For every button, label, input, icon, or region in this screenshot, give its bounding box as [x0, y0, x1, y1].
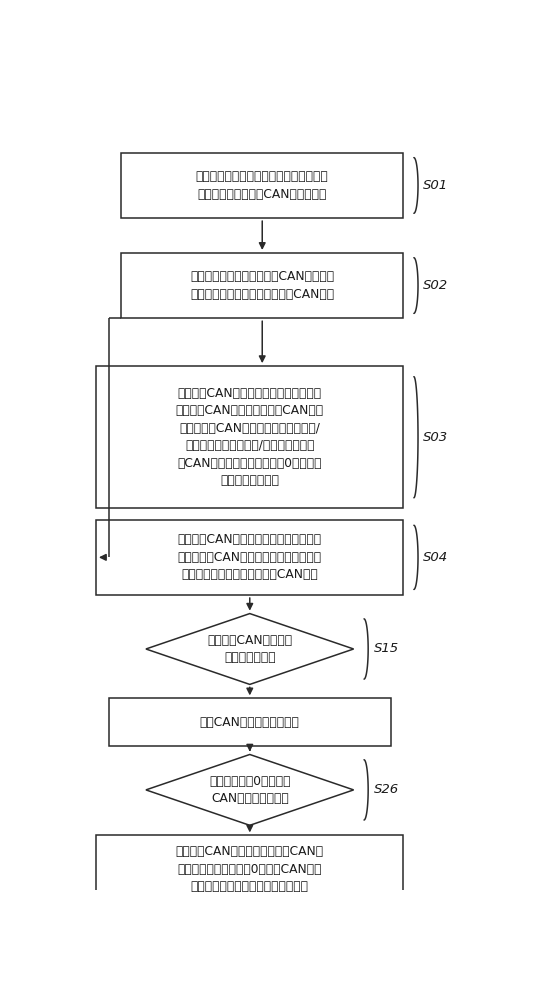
Bar — [96, 366, 404, 508]
Text: S03: S03 — [423, 431, 449, 444]
Bar — [121, 253, 404, 318]
Bar — [121, 153, 404, 218]
Text: 整车下电后，电子稳定控制系统采集当前
车速，网关采集车身CAN总线的状态: 整车下电后，电子稳定控制系统采集当前 车速，网关采集车身CAN总线的状态 — [196, 170, 329, 201]
Bar — [108, 698, 391, 746]
Text: 电子稳定控制系统通过动力CAN总线向网
关发送包含当前车速信息的动力CAN报文: 电子稳定控制系统通过动力CAN总线向网 关发送包含当前车速信息的动力CAN报文 — [190, 270, 334, 301]
Text: 动力CAN总线进入休眠状态: 动力CAN总线进入休眠状态 — [200, 716, 300, 729]
Text: 如果车身CAN总线已进入休眠状态，则网
关通过动力CAN总线向电子稳定控制系统
发送停止发送当前车速的动力CAN报文: 如果车身CAN总线已进入休眠状态，则网 关通过动力CAN总线向电子稳定控制系统 … — [178, 533, 322, 581]
Text: S02: S02 — [423, 279, 449, 292]
Text: S15: S15 — [374, 642, 399, 655]
Text: 唤醒动力CAN总线，并通过动力CAN总
线将包含当前车速不为0的动力CAN报文
发送给电子驻车制动系统的电控单元: 唤醒动力CAN总线，并通过动力CAN总 线将包含当前车速不为0的动力CAN报文 … — [176, 845, 324, 893]
Text: S01: S01 — [423, 179, 449, 192]
Bar — [96, 520, 404, 595]
Bar — [96, 835, 404, 903]
Text: S26: S26 — [374, 783, 399, 796]
Text: S04: S04 — [423, 551, 449, 564]
Polygon shape — [146, 614, 354, 684]
Text: 满足动力CAN总线进入
休眠状态的条件: 满足动力CAN总线进入 休眠状态的条件 — [207, 634, 292, 664]
Polygon shape — [146, 754, 354, 825]
Text: 如果车身CAN总线未进入休眠状态，则网
关将动力CAN报文转换为车身CAN报文
并通过车身CAN总线发送给无钥匙进入/
启动系统，无钥匙进入/启动系统判断车
身: 如果车身CAN总线未进入休眠状态，则网 关将动力CAN报文转换为车身CAN报文 … — [176, 387, 324, 487]
Text: 当前车速不为0，且动力
CAN总线为休眠状态: 当前车速不为0，且动力 CAN总线为休眠状态 — [209, 775, 291, 805]
